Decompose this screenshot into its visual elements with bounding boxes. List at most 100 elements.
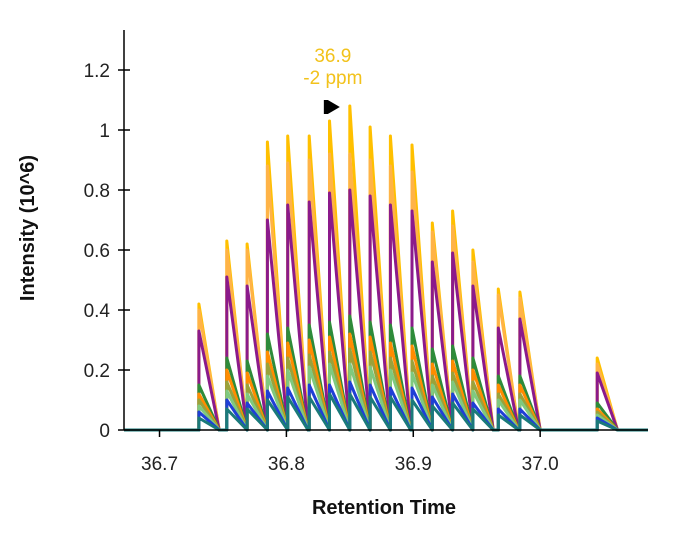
data-point: [286, 134, 289, 138]
data-point: [518, 290, 522, 294]
data-point: [245, 407, 249, 411]
data-point: [286, 395, 289, 399]
data-point: [286, 341, 289, 345]
data-point: [266, 164, 269, 168]
data-point: [368, 194, 372, 198]
data-point: [431, 395, 434, 399]
data-point: [348, 380, 351, 384]
y-tick-label: 0.4: [84, 301, 111, 322]
data-point: [328, 335, 331, 339]
data-point: [389, 134, 392, 138]
data-point: [471, 356, 475, 360]
data-point: [497, 413, 500, 417]
data-point: [451, 380, 454, 384]
data-point: [431, 347, 434, 351]
data-point: [266, 140, 269, 144]
data-point: [348, 314, 351, 318]
data-point: [308, 338, 311, 342]
data-point: [431, 374, 434, 378]
data-point: [245, 371, 249, 375]
data-point: [497, 398, 500, 402]
data-point: [197, 416, 201, 420]
x-tick-label: 36.8: [268, 454, 305, 475]
data-point: [389, 164, 392, 168]
data-point: [225, 275, 228, 279]
data-point: [245, 359, 249, 363]
data-point: [197, 383, 201, 387]
x-axis-title: Retention Time: [312, 497, 456, 519]
data-point: [471, 407, 475, 411]
data-point: [328, 119, 331, 123]
data-point: [431, 260, 434, 264]
data-point: [410, 398, 414, 402]
data-point: [286, 161, 289, 165]
data-point: [451, 251, 454, 255]
data-point: [368, 320, 372, 324]
data-point: [266, 350, 269, 354]
annotation-retention-time: 36.9: [314, 46, 351, 67]
data-point: [225, 356, 228, 360]
axes: [123, 30, 648, 431]
data-point: [286, 386, 289, 390]
data-point: [518, 317, 522, 321]
data-point: [410, 371, 414, 375]
data-point: [596, 407, 599, 411]
data-point: [431, 230, 434, 234]
data-point: [245, 401, 249, 405]
data-point: [431, 221, 434, 225]
x-tick-label: 36.9: [395, 454, 432, 475]
data-point: [368, 365, 372, 369]
data-point: [389, 368, 392, 372]
y-tick-label: 0.2: [84, 361, 110, 382]
data-point: [197, 308, 201, 312]
data-point: [245, 383, 249, 387]
data-point: [410, 386, 414, 390]
data-point: [596, 401, 599, 405]
y-tick-label: 1.2: [84, 61, 110, 82]
data-point: [266, 374, 269, 378]
data-point: [596, 413, 599, 417]
data-point: [431, 404, 434, 408]
data-point: [328, 191, 331, 195]
data-point: [225, 239, 228, 243]
data-point: [348, 188, 351, 192]
data-point: [286, 203, 289, 207]
data-point: [225, 389, 228, 393]
data-point: [348, 347, 351, 351]
data-point: [266, 332, 269, 336]
data-point: [451, 401, 454, 405]
data-point: [197, 392, 201, 396]
data-point: [451, 392, 454, 396]
data-point: [308, 365, 311, 369]
data-point: [348, 104, 351, 108]
y-tick-label: 1: [99, 121, 110, 142]
data-point: [471, 248, 475, 252]
data-point: [389, 323, 392, 327]
peak-flag-icon: [323, 100, 340, 114]
data-point: [197, 302, 201, 306]
data-point: [225, 398, 228, 402]
x-tick-label: 36.7: [141, 454, 178, 475]
data-point: [518, 407, 522, 411]
data-point: [596, 362, 599, 366]
x-ticks: 36.7 36.8 36.9 37.0: [141, 430, 559, 475]
data-point: [197, 329, 201, 333]
data-point: [266, 218, 269, 222]
y-tick-label: 0.8: [84, 181, 110, 202]
data-point: [245, 392, 249, 396]
data-point: [596, 416, 599, 420]
data-point: [389, 341, 392, 345]
data-point: [596, 419, 599, 423]
data-point: [225, 380, 228, 384]
data-point: [266, 389, 269, 393]
data-point: [266, 362, 269, 366]
data-point: [308, 158, 311, 162]
data-point: [368, 350, 372, 354]
data-point: [518, 398, 522, 402]
data-point: [389, 356, 392, 360]
data-point: [308, 323, 311, 327]
data-point: [431, 362, 434, 366]
data-point: [410, 359, 414, 363]
data-point: [225, 248, 228, 252]
data-point: [368, 395, 372, 399]
